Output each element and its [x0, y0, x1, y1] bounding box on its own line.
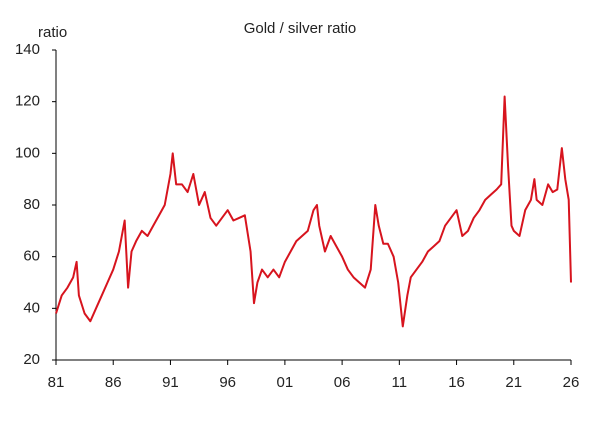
- x-tick-label: 26: [563, 374, 580, 391]
- y-tick-label: 120: [15, 93, 40, 110]
- x-tick-label: 96: [219, 374, 236, 391]
- x-tick-label: 11: [392, 374, 408, 391]
- y-tick-label: 60: [23, 248, 40, 265]
- chart-title: Gold / silver ratio: [244, 20, 357, 37]
- y-tick-label: 140: [15, 41, 40, 58]
- y-tick-label: 20: [23, 351, 40, 368]
- x-tick-label: 81: [48, 374, 65, 391]
- x-tick-label: 01: [277, 374, 294, 391]
- y-tick-label: 80: [23, 196, 40, 213]
- y-tick-label: 40: [23, 299, 40, 316]
- line-series: [55, 95, 572, 328]
- x-tick-label: 86: [105, 374, 122, 391]
- x-tick-label: 16: [448, 374, 465, 391]
- y-axis-label: ratio: [38, 24, 67, 41]
- x-tick-label: 21: [505, 374, 522, 391]
- y-tick-label: 100: [15, 144, 40, 161]
- x-tick-label: 91: [162, 374, 179, 391]
- x-tick-label: 06: [334, 374, 351, 391]
